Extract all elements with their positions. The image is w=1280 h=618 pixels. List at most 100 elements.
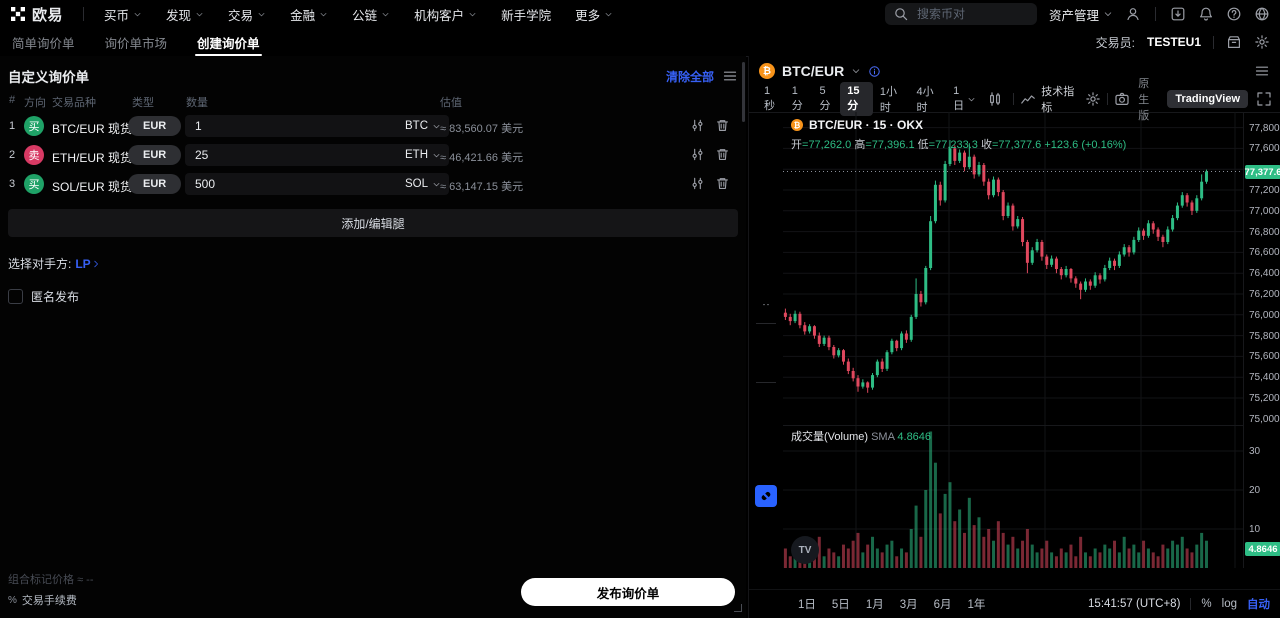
- resize-handle[interactable]: [734, 604, 742, 612]
- tab-create-rfq[interactable]: 创建询价单: [195, 28, 262, 56]
- camera-icon[interactable]: [1114, 91, 1130, 107]
- nav-item-2[interactable]: 交易: [218, 5, 276, 24]
- leg-type-pill[interactable]: EUR: [128, 116, 182, 136]
- currency-select[interactable]: ETH: [405, 149, 441, 161]
- clear-all-link[interactable]: 清除全部: [665, 69, 714, 84]
- chevron-right-icon[interactable]: [112, 120, 122, 130]
- delete-leg-icon[interactable]: [715, 147, 730, 162]
- add-edit-legs-button[interactable]: 添加/编辑腿: [8, 209, 738, 237]
- chart-symbol-title[interactable]: BTC/EUR · 15 · OKX: [809, 118, 924, 132]
- orders-history-icon[interactable]: [1226, 34, 1242, 50]
- clock[interactable]: 15:41:57 (UTC+8): [1088, 598, 1181, 610]
- emoji-icon[interactable]: [754, 294, 778, 318]
- xabcd-pattern-icon[interactable]: [754, 198, 778, 222]
- nav-item-0[interactable]: 买币: [94, 5, 152, 24]
- chevron-down-icon[interactable]: [851, 66, 861, 76]
- tradingview-toggle[interactable]: TradingView: [1167, 90, 1248, 108]
- interval-5分[interactable]: 5分: [819, 85, 831, 112]
- nav-item-3[interactable]: 金融: [280, 5, 338, 24]
- tab-rfq-market[interactable]: 询价单市场: [104, 36, 168, 51]
- candle-style-icon[interactable]: [987, 91, 1003, 107]
- leg-type-pill[interactable]: EUR: [128, 174, 182, 194]
- range-3月[interactable]: 3月: [899, 599, 918, 611]
- auto-scale-button[interactable]: 自动: [1247, 599, 1270, 611]
- brand-name: 欧易: [32, 6, 64, 24]
- market-depth-icon[interactable]: [690, 147, 705, 162]
- tab-simple-rfq[interactable]: 简单询价单: [12, 36, 75, 51]
- log-scale-button[interactable]: log: [1221, 598, 1237, 610]
- market-depth-icon[interactable]: [690, 118, 705, 133]
- draw-pencil-icon[interactable]: [754, 412, 778, 436]
- indicators-button[interactable]: 技术指标: [1020, 83, 1077, 115]
- nav-item-6[interactable]: 新手学院: [491, 5, 561, 24]
- currency-select[interactable]: BTC: [405, 120, 441, 132]
- instrument-label[interactable]: SOL/EUR 现货: [52, 180, 133, 194]
- hide-drawings-icon[interactable]: [754, 460, 778, 484]
- notifications-icon[interactable]: [1198, 6, 1214, 22]
- user-icon[interactable]: [1125, 6, 1141, 22]
- okx-logo[interactable]: 欧易: [10, 4, 63, 25]
- nav-item-7[interactable]: 更多: [565, 5, 623, 24]
- delete-leg-icon[interactable]: [715, 176, 730, 191]
- fee-label[interactable]: 交易手续费: [21, 595, 77, 607]
- range-1日[interactable]: 1日: [798, 599, 816, 611]
- delete-leg-icon[interactable]: [715, 118, 730, 133]
- link-icon[interactable]: [755, 485, 777, 507]
- range-1月[interactable]: 1月: [865, 599, 884, 611]
- download-app-icon[interactable]: [1170, 6, 1186, 22]
- lock-icon[interactable]: [754, 436, 778, 460]
- tradingview-watermark[interactable]: TV: [791, 536, 819, 564]
- leg-type-pill[interactable]: EUR: [128, 145, 182, 165]
- interval-1秒[interactable]: 1秒: [764, 85, 775, 112]
- asset-management-menu[interactable]: 资产管理: [1049, 5, 1113, 24]
- language-icon[interactable]: [1254, 6, 1270, 22]
- chevron-right-icon[interactable]: [112, 178, 122, 188]
- amount-input[interactable]: [193, 118, 405, 134]
- info-icon[interactable]: [868, 65, 881, 78]
- trash-icon[interactable]: [754, 518, 778, 542]
- panel-menu-icon[interactable]: [1254, 63, 1270, 79]
- instrument-label[interactable]: ETH/EUR 现货: [52, 151, 133, 165]
- native-version-toggle[interactable]: 原生版: [1138, 78, 1150, 122]
- interval-1小时[interactable]: 1小时: [879, 86, 898, 114]
- interval-15分[interactable]: 15分: [840, 82, 873, 116]
- trendline-icon[interactable]: [754, 150, 778, 174]
- range-5日[interactable]: 5日: [831, 599, 850, 611]
- amount-input[interactable]: [193, 147, 405, 163]
- nav-item-4[interactable]: 公链: [342, 5, 400, 24]
- instrument-pair[interactable]: BTC/EUR: [782, 63, 845, 79]
- market-depth-icon[interactable]: [690, 176, 705, 191]
- interval-1分[interactable]: 1分: [791, 85, 803, 112]
- percent-scale-button[interactable]: %: [1201, 598, 1212, 610]
- price-axis[interactable]: 77,800.0 77,600.0 77,200.0 77,000.0 76,800.0…: [1243, 112, 1280, 568]
- zoom-in-icon[interactable]: [754, 353, 778, 377]
- scrollbar-thumb[interactable]: [742, 62, 745, 122]
- settings-icon[interactable]: [1254, 34, 1270, 50]
- magnet-icon[interactable]: [754, 388, 778, 412]
- amount-input[interactable]: [193, 176, 405, 192]
- hamburger-icon[interactable]: [722, 68, 738, 84]
- brush-icon[interactable]: [754, 246, 778, 270]
- range-6月[interactable]: 6月: [933, 599, 952, 611]
- instrument-label[interactable]: BTC/EUR 现货: [52, 122, 133, 136]
- nav-item-1[interactable]: 发现: [156, 5, 214, 24]
- forecast-icon[interactable]: [754, 222, 778, 246]
- publish-rfq-button[interactable]: 发布询价单: [521, 578, 735, 606]
- search-input[interactable]: [914, 6, 1029, 22]
- crosshair-icon[interactable]: [754, 126, 778, 150]
- search-box[interactable]: [884, 3, 1037, 25]
- text-icon[interactable]: [754, 270, 778, 294]
- anonymous-checkbox[interactable]: [8, 289, 23, 304]
- counterparty-link[interactable]: LP: [75, 257, 100, 271]
- chevron-right-icon[interactable]: [112, 149, 122, 159]
- expand-icon[interactable]: [1256, 91, 1272, 107]
- nav-item-5[interactable]: 机构客户: [404, 5, 487, 24]
- currency-select[interactable]: SOL: [405, 178, 441, 190]
- help-icon[interactable]: [1226, 6, 1242, 22]
- fib-retracement-icon[interactable]: [754, 174, 778, 198]
- ruler-icon[interactable]: [754, 329, 778, 353]
- chart-settings-icon[interactable]: [1085, 91, 1101, 107]
- range-1年[interactable]: 1年: [967, 599, 986, 611]
- interval-4小时[interactable]: 4小时: [916, 86, 934, 114]
- interval-1日[interactable]: 1日: [946, 82, 983, 116]
